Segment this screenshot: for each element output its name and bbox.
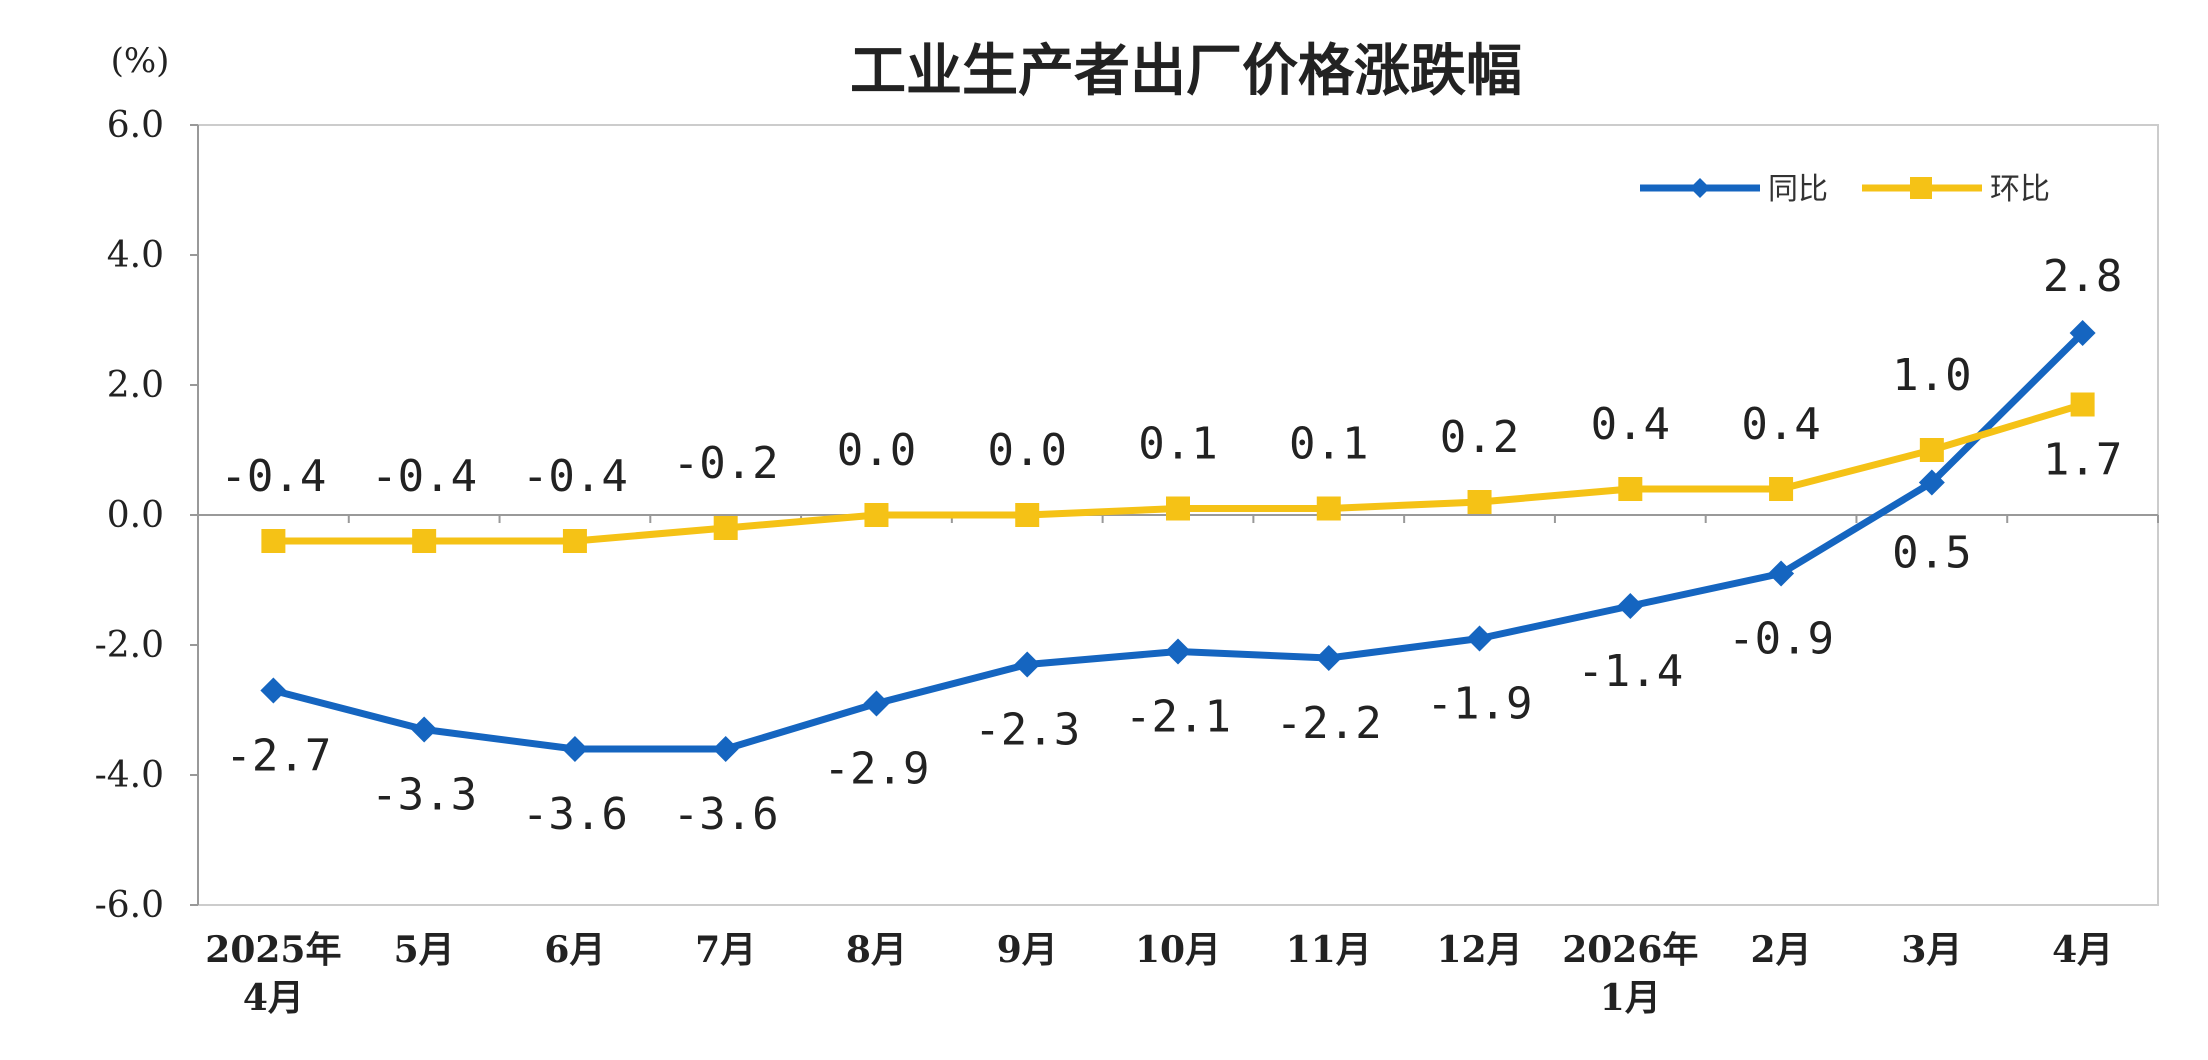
mom-data-label: 0.2 <box>1440 412 1519 463</box>
y-axis-unit-label: (%) <box>111 41 170 81</box>
data-point-square <box>864 503 889 527</box>
data-point-square <box>1316 496 1341 521</box>
x-tick-label: 2月 <box>1751 929 1812 971</box>
y-tick-label: 4.0 <box>107 235 164 276</box>
data-point-diamond <box>1768 560 1795 587</box>
x-tick-label: 8月 <box>846 929 907 971</box>
data-point-diamond <box>1014 651 1041 678</box>
data-point-diamond <box>1617 593 1644 619</box>
data-point-diamond <box>1918 469 1945 496</box>
data-point-diamond <box>2069 320 2096 346</box>
yoy-data-label: -2.7 <box>225 731 331 782</box>
legend-label-mom: 环比 <box>1990 172 2050 207</box>
data-point-square <box>1015 503 1040 527</box>
data-point-diamond <box>863 690 890 717</box>
data-point-diamond <box>1315 645 1342 671</box>
yoy-data-label: -2.1 <box>1125 692 1231 743</box>
yoy-data-label: -3.3 <box>371 770 477 821</box>
data-labels: -2.7 -3.3 -3.6 -3.6 -2.9 -2.3 -2.1 -2.2 -1.9 -1.4… <box>220 251 2122 840</box>
mom-data-label: -0.4 <box>220 451 326 502</box>
yoy-data-label: -2.9 <box>823 744 929 795</box>
mom-data-label: 0.1 <box>1289 419 1368 470</box>
mom-data-label: 1.7 <box>2043 435 2122 486</box>
data-point-diamond <box>260 677 287 704</box>
yoy-data-label: 2.8 <box>2043 251 2122 302</box>
data-point-square <box>1467 490 1492 514</box>
y-tick-label: 2.0 <box>107 365 164 406</box>
x-tick-label: 4月 <box>2052 929 2113 971</box>
x-tick-label: 2025年 4月 <box>205 929 341 1019</box>
yoy-data-label: -3.6 <box>673 789 779 840</box>
x-tick-label: 6月 <box>544 929 605 971</box>
yoy-data-label: -2.3 <box>974 705 1080 756</box>
data-point-square <box>2070 392 2095 417</box>
y-tick-label: -4.0 <box>95 755 164 796</box>
legend-marker-square <box>1910 177 1932 199</box>
y-tick-label: -6.0 <box>95 885 164 926</box>
yoy-data-label: -2.2 <box>1276 698 1382 749</box>
yoy-data-label: -3.6 <box>522 789 628 840</box>
mom-data-label: 1.0 <box>1892 350 1971 401</box>
x-tick-label: 7月 <box>695 929 756 971</box>
data-point-square <box>261 529 286 553</box>
mom-data-label: 0.4 <box>1741 399 1820 450</box>
data-point-square <box>1919 438 1944 462</box>
data-point-diamond <box>411 716 438 743</box>
yoy-data-label: -0.9 <box>1728 614 1834 665</box>
data-point-diamond <box>1165 638 1191 665</box>
mom-data-label: 0.4 <box>1591 399 1670 450</box>
y-tick-label: 0.0 <box>107 495 164 536</box>
legend: 同比 环比 <box>1640 172 2050 207</box>
yoy-data-label: 0.5 <box>1892 528 1971 579</box>
mom-data-label: 0.1 <box>1138 419 1217 470</box>
yoy-data-label: -1.4 <box>1577 646 1683 697</box>
data-point-diamond <box>712 736 739 762</box>
axes: 6.0 4.0 2.0 0.0 -2.0 -4.0 -6.0 2025年 4月 5月 6月 7月 8月 9… <box>95 105 2159 1019</box>
mom-data-label: -0.4 <box>522 451 628 502</box>
y-tick-label: -2.0 <box>95 625 164 666</box>
data-point-square <box>412 529 437 553</box>
data-point-diamond <box>561 736 588 762</box>
series-layer <box>260 320 2096 762</box>
x-tick-label: 5月 <box>394 929 455 971</box>
mom-data-label: -0.4 <box>371 451 477 502</box>
x-tick-label: 2026年 1月 <box>1562 929 1698 1019</box>
data-point-square <box>1618 477 1643 501</box>
chart-title: 工业生产者出厂价格涨跌幅 <box>850 39 1522 104</box>
x-tick-label: 11月 <box>1286 929 1372 971</box>
legend-marker-diamond <box>1690 178 1710 198</box>
legend-label-yoy: 同比 <box>1768 172 1828 207</box>
data-point-diamond <box>1466 625 1493 652</box>
x-tick-label: 3月 <box>1901 929 1962 971</box>
x-tick-label: 12月 <box>1436 929 1522 971</box>
data-point-square <box>713 516 738 540</box>
data-point-square <box>1166 496 1190 521</box>
mom-data-label: 0.0 <box>837 425 916 476</box>
yoy-data-label: -1.9 <box>1427 679 1533 730</box>
mom-data-label: 0.0 <box>987 425 1066 476</box>
data-point-square <box>1769 477 1794 501</box>
data-point-square <box>562 529 587 553</box>
y-tick-label: 6.0 <box>107 105 164 146</box>
mom-data-label: -0.2 <box>673 438 779 489</box>
x-tick-label: 9月 <box>997 929 1058 971</box>
x-tick-label: 10月 <box>1135 929 1221 971</box>
